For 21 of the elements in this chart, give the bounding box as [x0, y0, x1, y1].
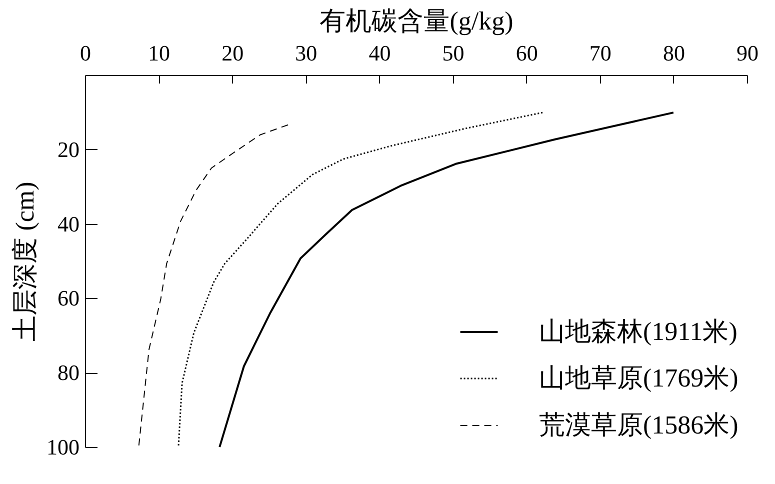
y-tick-label: 100	[46, 434, 80, 460]
x-tick-label: 80	[662, 40, 685, 66]
x-tick-label: 30	[295, 40, 318, 66]
x-tick-label: 10	[148, 40, 170, 66]
x-tick-label: 40	[368, 40, 391, 66]
x-tick-label: 90	[736, 40, 758, 66]
line-series	[138, 124, 289, 448]
legend-label: 山地森林(1911米)	[539, 317, 738, 346]
legend-label: 荒漠草原(1586米)	[539, 410, 738, 440]
x-tick-label: 20	[222, 40, 244, 66]
y-tick-label: 40	[58, 211, 80, 236]
x-tick-label: 70	[589, 40, 612, 66]
legend-label: 山地草原(1769米)	[539, 364, 738, 392]
y-tick-label: 60	[58, 286, 80, 311]
y-axis-title: 土层深度 (cm)	[10, 182, 40, 342]
y-tick-label: 20	[58, 136, 80, 162]
x-tick-label: 0	[80, 40, 91, 66]
x-tick-label: 60	[516, 40, 538, 66]
x-axis-title: 有机碳含量(g/kg)	[320, 6, 514, 36]
y-tick-label: 80	[58, 360, 80, 386]
x-tick-label: 50	[442, 40, 464, 66]
